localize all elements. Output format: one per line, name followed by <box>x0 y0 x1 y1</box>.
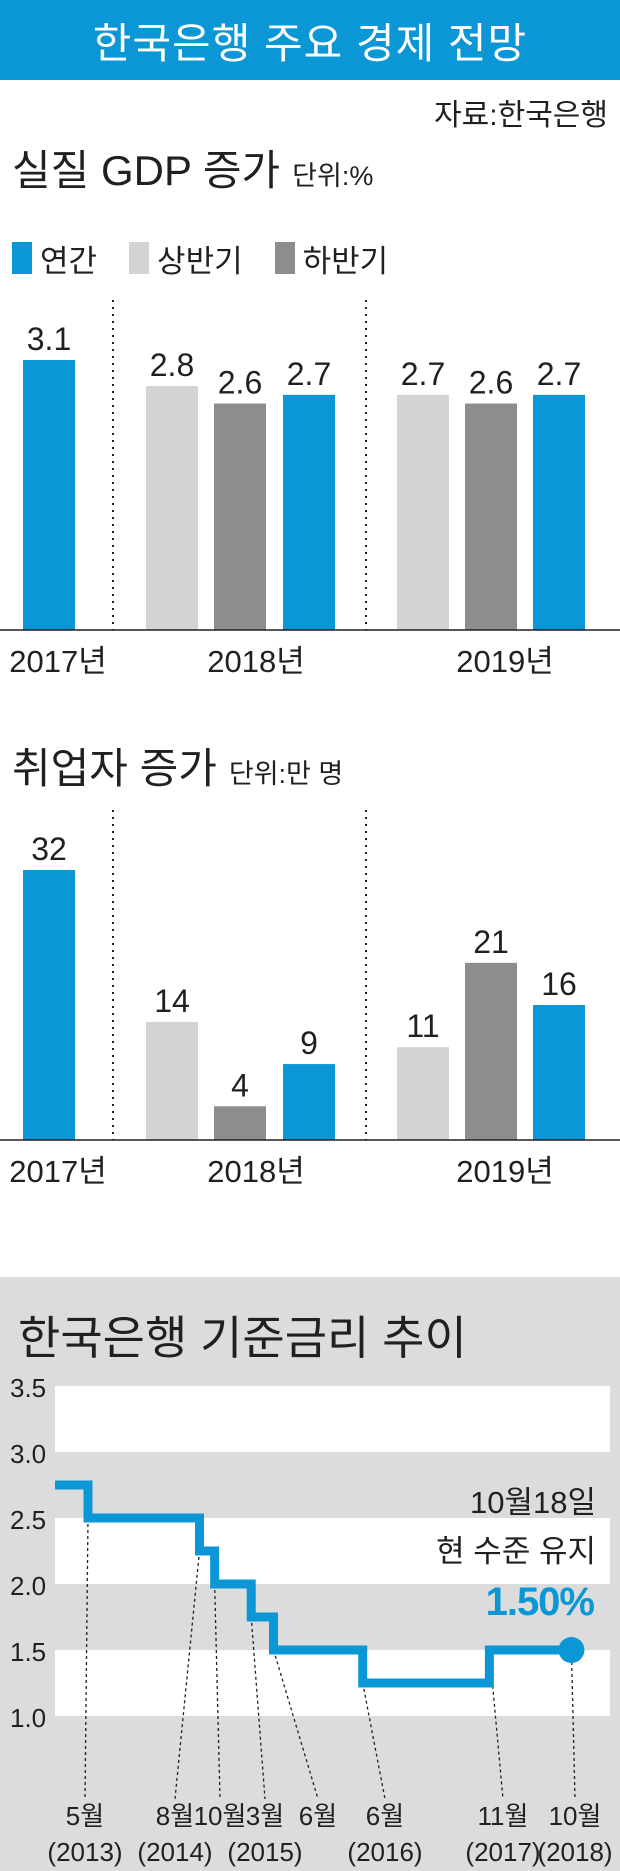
jobs-title-text: 취업자 증가 <box>12 745 217 792</box>
legend-item-second-half: 하반기 <box>274 236 389 281</box>
gdp-bar <box>533 394 585 630</box>
legend-label-first-half: 상반기 <box>157 243 243 279</box>
rate-grid-band <box>55 1518 610 1584</box>
jobs-bar <box>465 962 517 1140</box>
jobs-bar-value-label: 21 <box>473 924 509 960</box>
rate-grid-band <box>55 1386 610 1452</box>
jobs-title: 취업자 증가 단위:만 명 <box>12 735 343 796</box>
gdp-group-label: 2019년 <box>456 644 553 679</box>
gdp-group-label: 2017년 <box>9 644 106 679</box>
gdp-bar <box>23 360 75 630</box>
rate-month-label: 11월 <box>478 1801 529 1831</box>
gdp-chart: 3.1 2.8 2.6 2.7 2.7 2.6 2.7 2017년 2018년 2019년 <box>0 300 620 679</box>
gdp-bar-value-label: 2.6 <box>218 365 262 401</box>
rate-leader-line <box>362 1682 386 1800</box>
rate-month-label: 6월 <box>366 1801 404 1831</box>
rate-month-label: 5월 <box>66 1801 104 1831</box>
gdp-bar-value-label: 2.7 <box>401 356 445 392</box>
jobs-bar-value-label: 14 <box>154 983 190 1019</box>
gdp-bar <box>214 403 266 630</box>
rate-month-label: 10월 <box>194 1801 247 1831</box>
rate-y-tick-label: 3.0 <box>10 1439 46 1469</box>
gdp-bar-value-label: 2.8 <box>150 347 194 383</box>
rate-grid-band <box>55 1650 610 1716</box>
jobs-bar <box>23 870 75 1140</box>
legend-label-annual: 연간 <box>40 243 98 279</box>
gdp-bar-value-label: 2.6 <box>469 365 513 401</box>
rate-leader-line <box>272 1649 319 1800</box>
gdp-bar <box>465 403 517 630</box>
rate-note-date: 10월18일 <box>469 1485 596 1520</box>
gdp-title: 실질 GDP 증가 단위:% <box>12 137 373 198</box>
rate-year-label: (2014) <box>137 1837 212 1867</box>
legend-swatch-second-half <box>274 242 295 274</box>
jobs-group-label: 2017년 <box>9 1154 106 1189</box>
rate-y-tick-label: 2.0 <box>10 1571 46 1601</box>
jobs-bar-value-label: 11 <box>406 1008 439 1044</box>
jobs-bar <box>397 1047 449 1140</box>
legend-swatch-first-half <box>129 242 150 274</box>
jobs-bar-value-label: 16 <box>541 966 577 1002</box>
rate-year-label: (2016) <box>347 1837 422 1867</box>
rate-year-label: (2018) <box>537 1837 612 1867</box>
rate-leader-line <box>84 1517 89 1800</box>
page-title-banner: 한국은행 주요 경제 전망 <box>0 0 620 80</box>
rate-y-tick-label: 1.0 <box>10 1703 46 1733</box>
gdp-bar <box>146 386 198 630</box>
rate-step-line <box>55 1480 572 1688</box>
rate-chart: 3.53.02.52.01.51.05월(2013)8월(2014)10월 3월(… <box>10 1373 613 1867</box>
jobs-bar-value-label: 32 <box>31 831 67 867</box>
jobs-bar <box>214 1106 266 1140</box>
gdp-bar-value-label: 2.7 <box>537 356 581 392</box>
rate-leader-line <box>250 1616 266 1800</box>
legend-label-second-half: 하반기 <box>302 243 389 279</box>
legend-swatch-annual <box>12 242 32 274</box>
gdp-unit: 단위:% <box>292 161 374 191</box>
rate-note-text: 현 수준 유지 <box>436 1534 596 1569</box>
jobs-unit: 단위:만 명 <box>228 759 344 789</box>
jobs-bar <box>533 1005 585 1140</box>
rate-leader-line <box>570 1649 576 1800</box>
rate-year-label: (2015) <box>227 1837 302 1867</box>
jobs-group-label: 2019년 <box>456 1154 553 1189</box>
gdp-group-label: 2018년 <box>207 644 304 679</box>
rate-y-tick-label: 3.5 <box>10 1373 46 1403</box>
jobs-bar-value-label: 9 <box>300 1025 318 1061</box>
page-title: 한국은행 주요 경제 전망 <box>92 19 528 67</box>
rate-current-marker <box>558 1637 585 1663</box>
jobs-bar-value-label: 4 <box>231 1067 249 1103</box>
rate-year-label: (2017) <box>465 1837 540 1867</box>
gdp-title-text: 실질 GDP 증가 <box>12 147 281 194</box>
gdp-bar-value-label: 2.7 <box>287 356 331 392</box>
gdp-bar-value-label: 3.1 <box>27 321 71 357</box>
source-label: 자료:한국은행 <box>434 99 608 132</box>
rate-y-tick-label: 1.5 <box>10 1637 46 1667</box>
gdp-bar <box>283 394 335 630</box>
jobs-bar <box>146 1021 198 1140</box>
rate-month-label: 6월 <box>299 1801 337 1831</box>
rate-month-label: 8월 <box>156 1801 194 1831</box>
rate-month-label: 3월 <box>246 1801 284 1831</box>
rate-title: 한국은행 기준금리 추이 <box>18 1312 467 1364</box>
legend-item-annual: 연간 <box>12 236 97 281</box>
jobs-chart: 32 14 4 9 11 21 16 2017년 2018년 2019년 <box>0 810 620 1189</box>
legend: 연간 상반기 하반기 <box>12 236 420 281</box>
rate-month-label: 10월 <box>549 1801 602 1831</box>
rate-year-label: (2013) <box>47 1837 122 1867</box>
jobs-group-label: 2018년 <box>207 1154 304 1189</box>
jobs-bar <box>283 1064 335 1140</box>
legend-item-first-half: 상반기 <box>129 236 243 281</box>
gdp-bar <box>397 394 449 630</box>
rate-y-tick-label: 2.5 <box>10 1505 46 1535</box>
rate-current-value: 1.50% <box>485 1580 595 1624</box>
